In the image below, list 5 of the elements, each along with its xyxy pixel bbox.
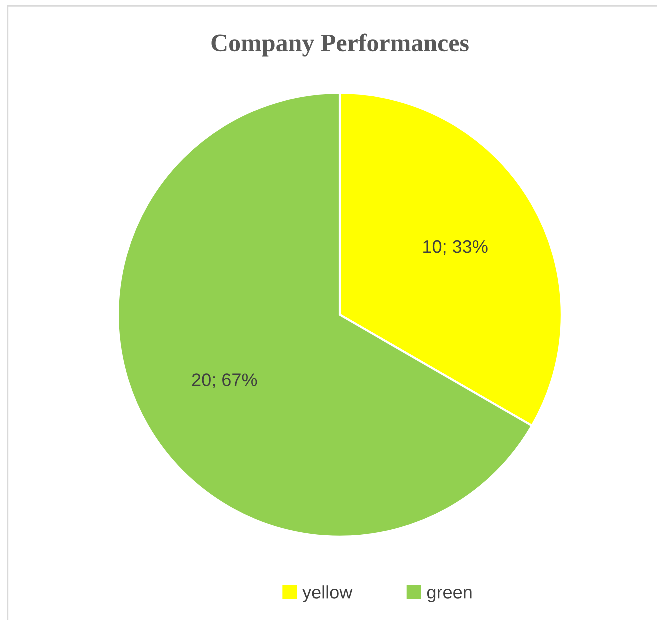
legend-label: yellow <box>302 586 353 602</box>
legend-label: green <box>427 588 472 602</box>
data-label: 10; 33% <box>424 240 488 256</box>
chart-title: Company Performances <box>212 34 469 57</box>
data-label: 20; 67% <box>192 374 258 389</box>
